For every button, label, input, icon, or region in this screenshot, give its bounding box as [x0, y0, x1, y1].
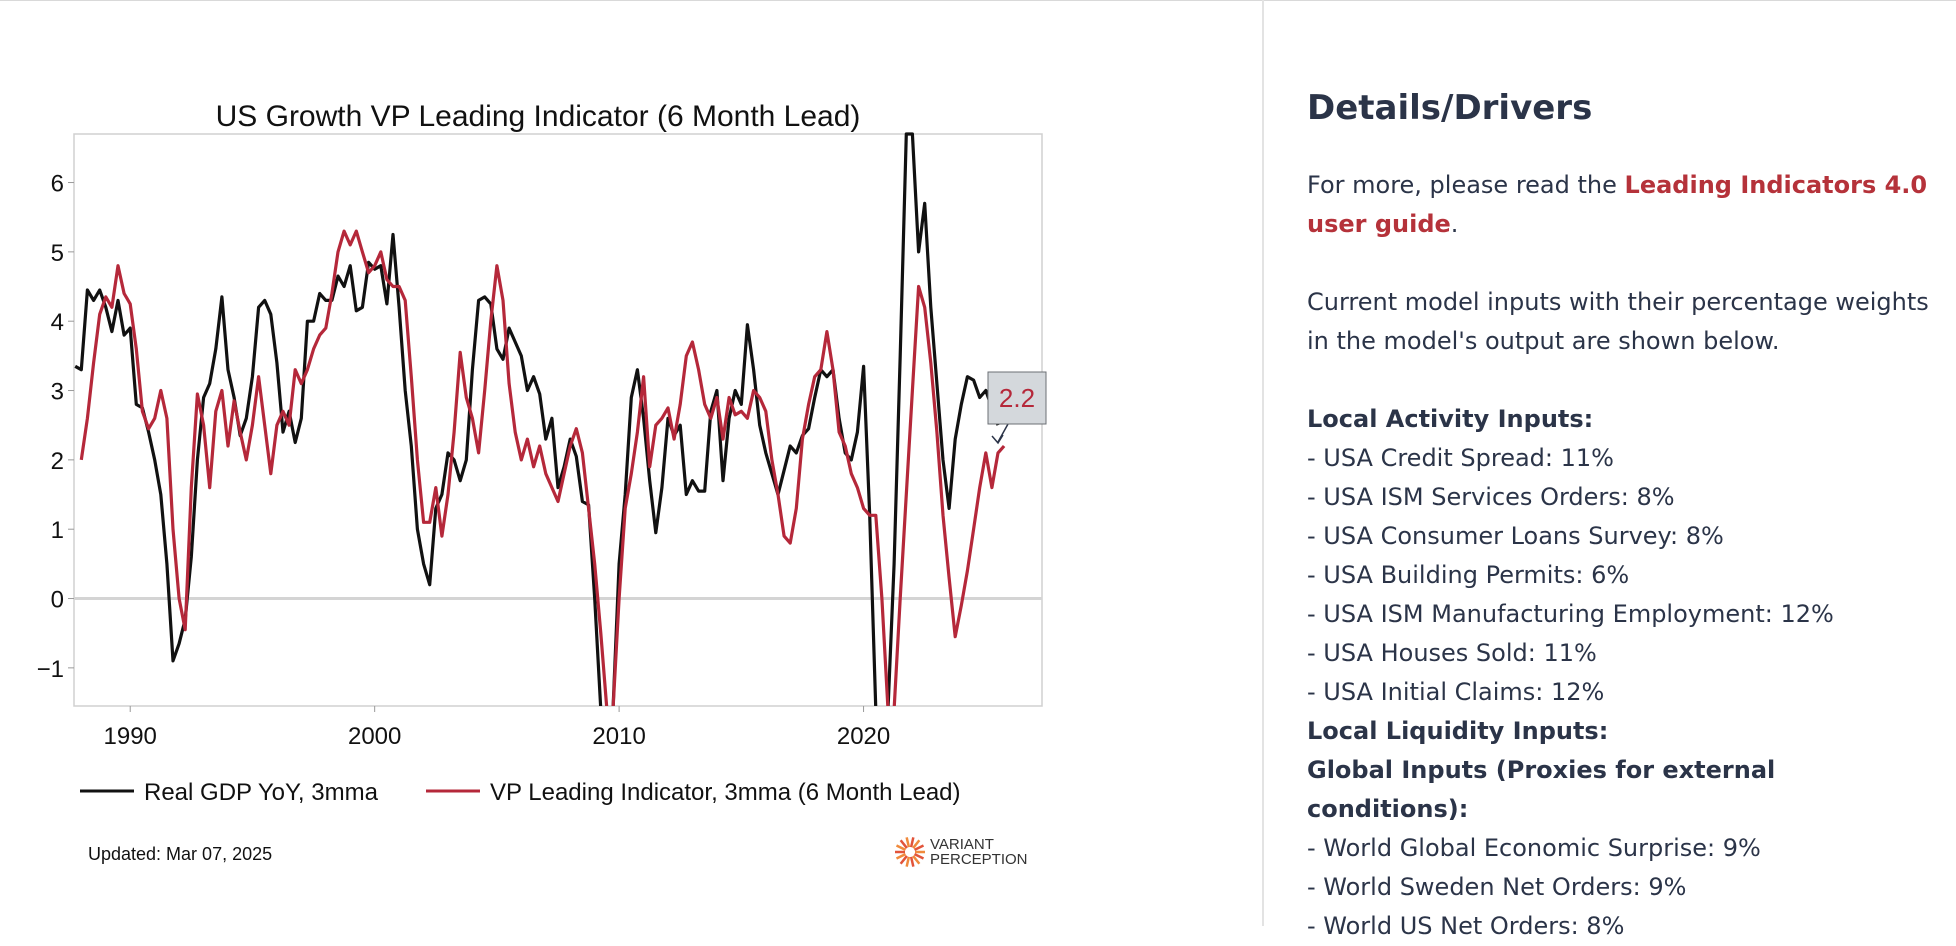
panel-divider — [1262, 0, 1264, 926]
intro-prefix: For more, please read the — [1307, 171, 1625, 199]
sunburst-icon — [895, 837, 925, 867]
y-tick-label: 6 — [51, 171, 64, 198]
sunburst-ray — [913, 844, 925, 851]
logo-line1: VARIANT — [930, 836, 994, 853]
sunburst-ray — [909, 837, 915, 848]
sunburst-ray — [909, 856, 915, 867]
line-chart: US Growth VP Leading Indicator (6 Month … — [37, 100, 1047, 868]
callout-label: 2.2 — [999, 383, 1035, 413]
list-item: - World Sweden Net Orders: 9% — [1307, 873, 1687, 901]
sunburst-ray — [905, 837, 911, 848]
sunburst-ray — [899, 855, 908, 865]
y-tick-label: 4 — [51, 309, 64, 336]
sunburst-ray — [912, 839, 921, 849]
list-item: - USA Credit Spread: 11% — [1307, 444, 1614, 472]
y-tick-label: 0 — [51, 587, 64, 614]
sunburst-ray — [895, 844, 907, 851]
x-tick-label: 2020 — [837, 723, 890, 750]
x-tick-label: 2010 — [592, 723, 645, 750]
y-tick-label: 2 — [51, 448, 64, 475]
list-item: - USA Initial Claims: 12% — [1307, 678, 1605, 706]
y-tick-label: 5 — [51, 240, 64, 267]
details-panel: Details/Drivers For more, please read th… — [1307, 86, 1937, 946]
sunburst-ray — [905, 856, 911, 867]
updated-date: Updated: Mar 07, 2025 — [88, 844, 272, 864]
sunburst-ray — [899, 839, 908, 849]
list-item: - World US Net Orders: 8% — [1307, 912, 1625, 940]
section-heading-local-activity: Local Activity Inputs: — [1307, 405, 1594, 433]
list-item: - USA ISM Services Orders: 8% — [1307, 483, 1675, 511]
section-heading-global: Global Inputs (Proxies for external cond… — [1307, 756, 1776, 823]
user-guide-link[interactable]: Leading Indicators 4.0 user guide — [1307, 171, 1928, 238]
chart-series — [74, 132, 1006, 706]
x-tick-label: 2000 — [348, 723, 401, 750]
logo-line2: PERCEPTION — [930, 851, 1028, 868]
intro-suffix: . — [1450, 210, 1459, 238]
variant-perception-logo: VARIANT PERCEPTION — [895, 836, 1028, 868]
details-title: Details/Drivers — [1307, 88, 1593, 128]
global-inputs-list: - World Global Economic Surprise: 9% - W… — [1307, 829, 1937, 946]
callout-arrow — [991, 434, 1004, 445]
section-heading-local-liquidity: Local Liquidity Inputs: — [1307, 717, 1609, 745]
legend-label-vp: VP Leading Indicator, 3mma (6 Month Lead… — [490, 779, 961, 806]
series-line-vp — [79, 229, 1006, 706]
top-rule — [0, 0, 1956, 1]
details-description: Current model inputs with their percenta… — [1307, 288, 1929, 355]
chart-panel: US Growth VP Leading Indicator (6 Month … — [37, 100, 1047, 868]
y-tick-label: −1 — [37, 656, 64, 683]
list-item: - USA Building Permits: 6% — [1307, 561, 1630, 589]
callout-box — [987, 371, 1047, 425]
y-tick-label: 3 — [51, 379, 64, 406]
local-activity-list: - USA Credit Spread: 11% - USA ISM Servi… — [1307, 439, 1937, 712]
chart-title: US Growth VP Leading Indicator (6 Month … — [216, 100, 861, 133]
details-intro: For more, please read the Leading Indica… — [1307, 166, 1937, 244]
list-item: - USA ISM Manufacturing Employment: 12% — [1307, 600, 1834, 628]
chart-legend: Real GDP YoY, 3mma VP Leading Indicator,… — [80, 779, 961, 806]
value-callout: 2.2 — [987, 371, 1047, 445]
sunburst-ray — [912, 855, 921, 865]
sunburst-ray — [913, 853, 925, 860]
list-item: - World Global Economic Surprise: 9% — [1307, 834, 1761, 862]
list-item: - USA Houses Sold: 11% — [1307, 639, 1597, 667]
sunburst-ray — [895, 853, 907, 860]
legend-label-gdp: Real GDP YoY, 3mma — [144, 779, 379, 806]
y-tick-label: 1 — [51, 517, 64, 544]
chart-axes: −1 0 1 2 3 4 5 6 1990 2000 2010 2020 — [37, 133, 1043, 750]
x-tick-label: 1990 — [104, 723, 157, 750]
list-item: - USA Consumer Loans Survey: 8% — [1307, 522, 1724, 550]
